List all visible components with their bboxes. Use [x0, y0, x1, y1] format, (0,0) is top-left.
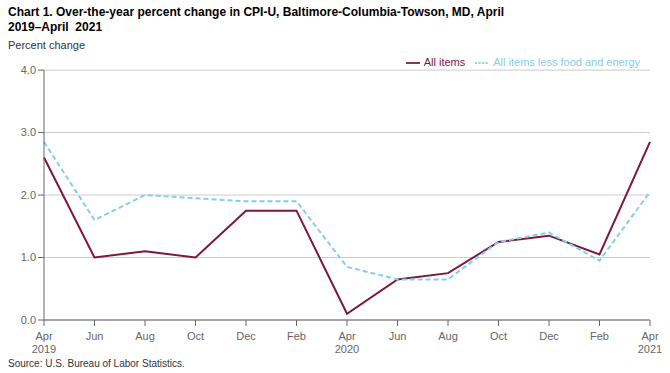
html-text:All items: All items [423, 56, 466, 68]
svg-text:Apr2020: Apr2020 [335, 330, 359, 355]
svg-text:Dec: Dec [236, 330, 256, 342]
svg-text:Oct: Oct [187, 330, 204, 342]
svg-text:4.0: 4.0 [21, 64, 36, 76]
html-text:Source: U.S. Bureau of Labor S: Source: U.S. Bureau of Labor Statistics. [8, 358, 185, 369]
svg-text:Feb: Feb [287, 330, 306, 342]
svg-text:Apr2021: Apr2021 [638, 330, 662, 355]
svg-text:Jun: Jun [86, 330, 104, 342]
html-text:All items less food and energy: All items less food and energy [493, 56, 640, 68]
svg-text:Feb: Feb [590, 330, 609, 342]
html-text:Chart 1. Over-the-year percent: Chart 1. Over-the-year percent change in… [8, 5, 505, 19]
html-text:Percent change: Percent change [8, 39, 86, 51]
svg-text:Oct: Oct [490, 330, 507, 342]
svg-text:2.0: 2.0 [21, 189, 36, 201]
svg-text:Dec: Dec [539, 330, 559, 342]
html-text:2019–April 2021: 2019–April 2021 [8, 20, 103, 34]
svg-text:Aug: Aug [438, 330, 458, 342]
svg-text:Aug: Aug [135, 330, 155, 342]
svg-text:1.0: 1.0 [21, 251, 36, 263]
svg-text:Jun: Jun [389, 330, 407, 342]
svg-text:0.0: 0.0 [21, 314, 36, 326]
svg-text:Apr2019: Apr2019 [32, 330, 56, 355]
svg-text:3.0: 3.0 [21, 126, 36, 138]
